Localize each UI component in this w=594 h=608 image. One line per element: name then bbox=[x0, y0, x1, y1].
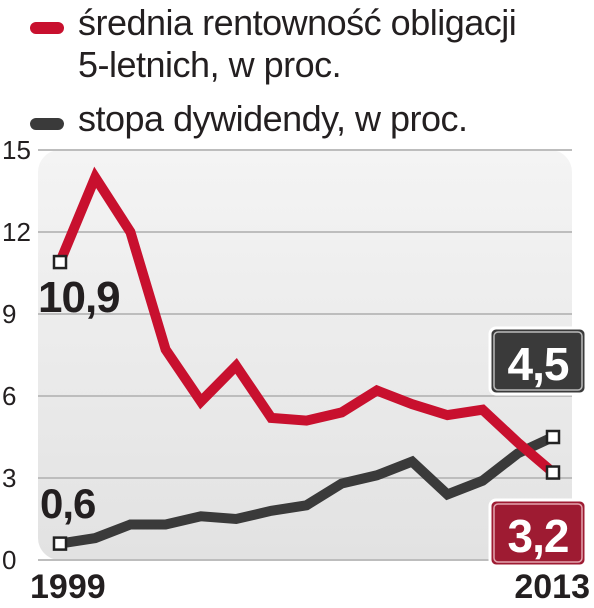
y-tick-label: 6 bbox=[2, 381, 16, 411]
data-label-bond-yield-end: 3,2 bbox=[508, 510, 569, 562]
y-tick-label: 9 bbox=[2, 299, 16, 329]
legend-item-bond-yield: średnia rentowność obligacji 5-letnich, … bbox=[30, 2, 517, 86]
callout-box-bond-yield-end-inner bbox=[493, 503, 583, 563]
y-tick-label: 0 bbox=[2, 545, 16, 575]
x-tick-label-start: 1999 bbox=[30, 568, 106, 606]
data-label-dividend-start: 0,6 bbox=[40, 480, 95, 527]
plot-background bbox=[38, 150, 572, 560]
data-label-bond-yield-start: 10,9 bbox=[38, 273, 120, 322]
legend-item-dividend-yield: stopa dywidendy, w proc. bbox=[30, 98, 468, 140]
y-tick-label: 15 bbox=[2, 135, 31, 165]
x-tick-label-end: 2013 bbox=[514, 568, 590, 606]
legend: średnia rentowność obligacji 5-letnich, … bbox=[0, 0, 594, 150]
legend-label-bond-yield: średnia rentowność obligacji 5-letnich, … bbox=[78, 2, 517, 85]
series-line-bond-yield bbox=[55, 166, 557, 477]
legend-label-dividend-yield: stopa dywidendy, w proc. bbox=[78, 98, 468, 139]
marker-bond-yield-end bbox=[545, 465, 561, 480]
y-tick-label: 3 bbox=[2, 463, 16, 493]
marker-dividend-end bbox=[545, 429, 561, 445]
legend-swatch-red bbox=[30, 22, 64, 34]
series-line-dividend-yield bbox=[59, 432, 556, 549]
marker-dividend-start bbox=[52, 536, 68, 551]
callout-box-dividend-end-inner bbox=[493, 331, 583, 391]
data-label-dividend-end: 4,5 bbox=[508, 338, 569, 390]
legend-swatch-dark bbox=[30, 118, 64, 130]
marker-bond-yield-start bbox=[52, 254, 68, 270]
y-tick-label: 12 bbox=[2, 217, 31, 247]
callout-box-bond-yield-end bbox=[488, 498, 588, 568]
callout-box-dividend-end bbox=[488, 326, 588, 396]
